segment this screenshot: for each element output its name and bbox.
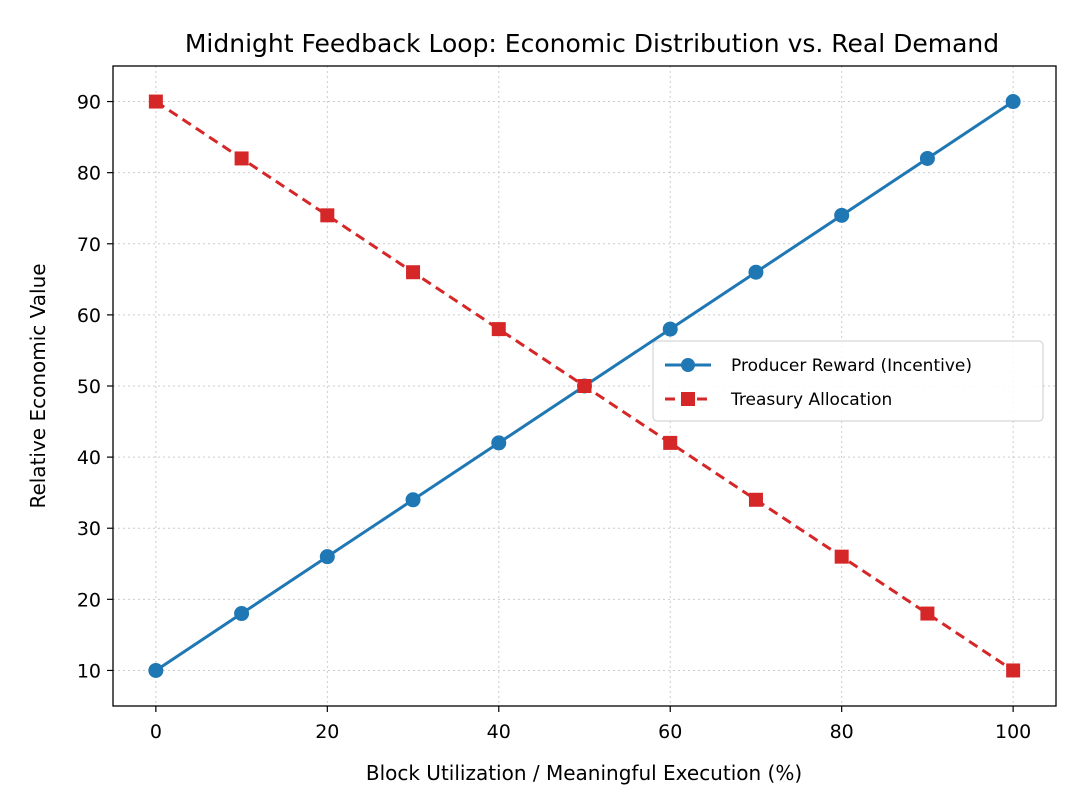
x-tick-label: 80 — [830, 721, 854, 743]
y-tick-label: 80 — [77, 163, 101, 185]
data-point-producer-reward-incentive — [491, 435, 507, 451]
data-point-treasury-allocation — [406, 265, 421, 280]
data-point-producer-reward-incentive — [148, 662, 164, 678]
data-point-producer-reward-incentive — [405, 492, 421, 508]
legend: Producer Reward (Incentive) Treasury All… — [652, 340, 1044, 422]
data-point-producer-reward-incentive — [1005, 94, 1021, 110]
y-tick-label: 30 — [77, 518, 101, 540]
data-point-treasury-allocation — [834, 549, 849, 564]
y-axis-ticks: 10 20 30 40 50 60 70 80 90 — [77, 92, 113, 682]
y-tick-label: 40 — [77, 447, 101, 469]
grid — [113, 66, 1056, 706]
x-tick-label: 60 — [658, 721, 682, 743]
x-tick-label: 100 — [995, 721, 1031, 743]
y-tick-label: 20 — [77, 589, 101, 611]
legend-box — [652, 340, 1044, 422]
x-tick-label: 0 — [150, 721, 162, 743]
data-point-treasury-allocation — [491, 322, 506, 337]
data-point-treasury-allocation — [920, 606, 935, 621]
y-tick-label: 70 — [77, 234, 101, 256]
data-point-producer-reward-incentive — [234, 606, 250, 622]
data-point-treasury-allocation — [1006, 663, 1021, 678]
y-tick-label: 50 — [77, 376, 101, 398]
x-tick-label: 20 — [315, 721, 339, 743]
x-tick-label: 40 — [487, 721, 511, 743]
y-tick-label: 90 — [77, 92, 101, 114]
y-tick-label: 10 — [77, 660, 101, 682]
legend-item-producer-reward: Producer Reward (Incentive) — [665, 356, 972, 376]
legend-marker-producer-reward — [681, 358, 695, 372]
data-point-treasury-allocation — [234, 151, 249, 166]
data-point-producer-reward-incentive — [662, 321, 678, 337]
y-axis-label: Relative Economic Value — [26, 263, 50, 508]
series-layer — [148, 94, 1021, 678]
data-point-producer-reward-incentive — [919, 150, 935, 166]
legend-label-treasury-allocation: Treasury Allocation — [730, 390, 892, 410]
data-point-producer-reward-incentive — [834, 207, 850, 223]
data-point-producer-reward-incentive — [748, 264, 764, 280]
legend-marker-treasury-allocation — [681, 392, 695, 406]
data-point-producer-reward-incentive — [319, 549, 335, 565]
legend-label-producer-reward: Producer Reward (Incentive) — [731, 356, 972, 376]
chart-title: Midnight Feedback Loop: Economic Distrib… — [185, 29, 999, 58]
data-point-treasury-allocation — [748, 492, 763, 507]
y-tick-label: 60 — [77, 305, 101, 327]
data-point-treasury-allocation — [663, 435, 678, 450]
legend-item-treasury-allocation: Treasury Allocation — [665, 390, 892, 410]
x-axis-ticks: 0 20 40 60 80 100 — [150, 706, 1031, 743]
x-axis-label: Block Utilization / Meaningful Execution… — [366, 761, 802, 785]
data-point-treasury-allocation — [148, 94, 163, 109]
data-point-treasury-allocation — [320, 208, 335, 223]
data-point-treasury-allocation — [577, 379, 592, 393]
